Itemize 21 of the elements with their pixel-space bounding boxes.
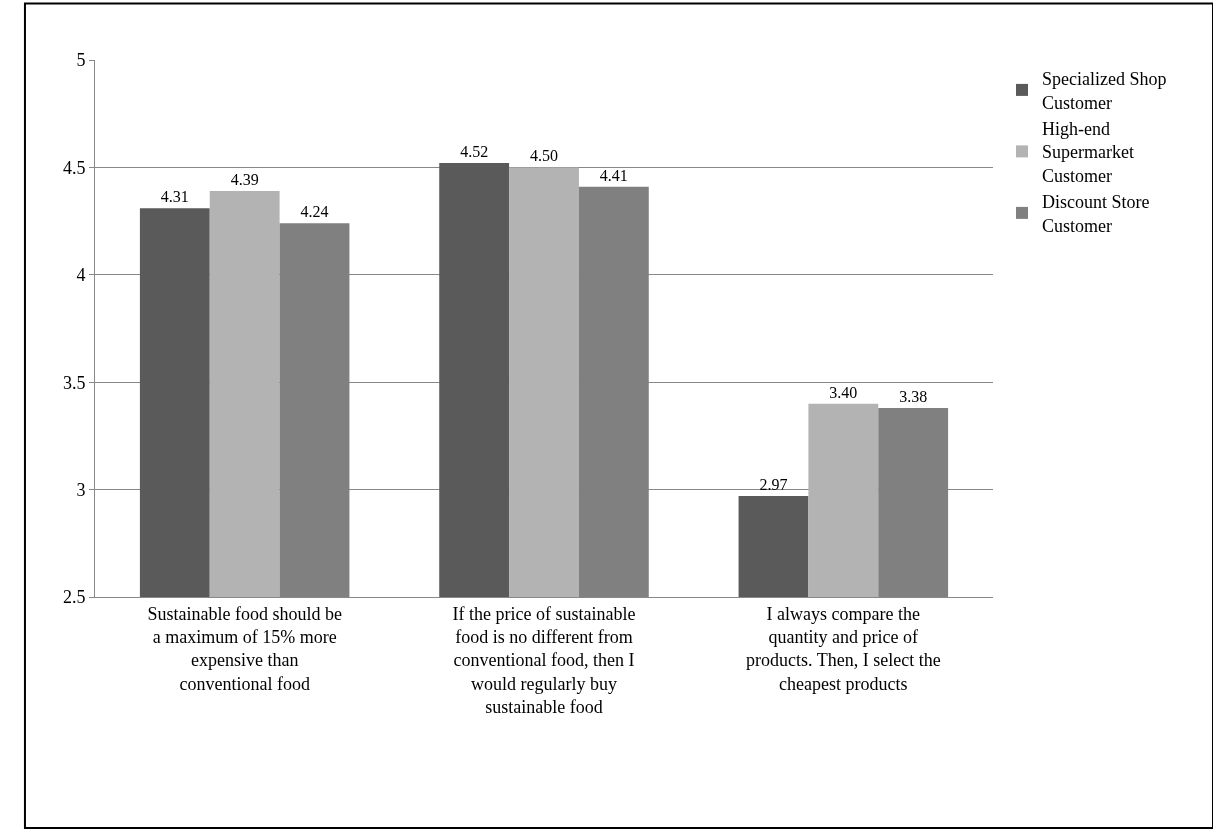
x-tick-label: I always compare the quantity and price of products. Then, I select the cheapest products <box>746 603 941 694</box>
legend-label: Discount Store Customer <box>1041 192 1150 236</box>
data-label: 4.31 <box>160 188 189 206</box>
x-tick-label: Sustainable food should be a maximum of 15% more expensive than conventional food <box>147 603 342 694</box>
data-label: 2.97 <box>759 476 788 494</box>
data-label: 3.40 <box>829 383 858 401</box>
legend-label: Specialized Shop Customer <box>1041 69 1167 113</box>
data-label: 4.41 <box>599 166 628 184</box>
data-label: 4.52 <box>460 143 489 161</box>
y-tick-label: 3.5 <box>62 372 86 393</box>
y-tick-label: 4 <box>76 265 86 286</box>
y-tick-label: 4.5 <box>62 157 86 178</box>
legend-label: High-end Supermarket Customer <box>1041 119 1134 186</box>
y-tick-label: 3 <box>76 479 86 500</box>
data-label: 4.24 <box>300 203 329 221</box>
y-tick-label: 5 <box>76 50 86 71</box>
data-label: 4.50 <box>530 147 558 165</box>
data-label: 3.38 <box>899 387 928 405</box>
y-tick-label: 2.5 <box>62 587 86 608</box>
x-tick-label: If the price of sustainable food is no different from conventional food, then I would regularly buy sustainable food <box>452 603 636 718</box>
data-label: 4.39 <box>230 171 259 189</box>
